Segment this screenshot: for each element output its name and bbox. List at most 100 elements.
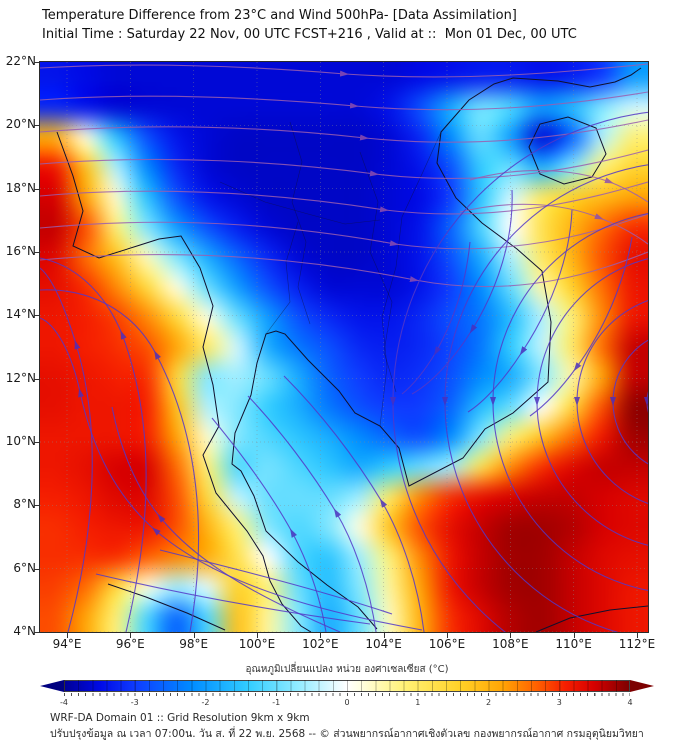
lat-tick-label: 10°N: [5, 433, 36, 448]
colorbar-tick-label: 1: [415, 698, 421, 707]
coastline-path: [359, 151, 397, 393]
streamline: [401, 241, 471, 395]
lat-tick-label: 16°N: [5, 243, 36, 258]
colorbar-segments: [64, 680, 630, 692]
streamline: [40, 63, 648, 78]
coastline-path: [265, 221, 299, 335]
lat-tick-mark: [34, 505, 39, 507]
lat-tick-mark: [34, 188, 39, 190]
lon-tick-mark: [383, 633, 385, 638]
streamline: [40, 289, 200, 632]
map-subtitle: Initial Time : Saturday 22 Nov, 00 UTC F…: [42, 27, 577, 42]
lat-tick-mark: [34, 441, 39, 443]
lat-tick-mark: [34, 568, 39, 570]
lat-tick-mark: [34, 125, 39, 127]
colorbar-right-arrow-icon: [630, 680, 654, 692]
streamline: [40, 91, 648, 111]
colorbar-tick-label: 2: [485, 698, 492, 707]
streamline: [40, 149, 648, 180]
lon-tick-label: 102°E: [302, 637, 339, 651]
lon-tick-mark: [510, 633, 512, 638]
lat-tick-label: 12°N: [5, 370, 36, 385]
lat-tick-label: 14°N: [5, 307, 36, 322]
lat-tick-label: 6°N: [13, 560, 36, 575]
streamline: [40, 119, 648, 143]
lon-tick-mark: [573, 633, 575, 638]
colorbar-tick-label: -1: [272, 698, 281, 707]
streamline: [469, 169, 648, 203]
lat-tick-label: 20°N: [5, 117, 36, 132]
coastline-path: [107, 583, 226, 631]
colorbar-left-arrow-icon: [40, 680, 64, 692]
streamline: [40, 213, 648, 250]
streamline: [211, 417, 327, 632]
lat-tick-mark: [34, 631, 39, 633]
lon-tick-label: 106°E: [428, 637, 466, 651]
lat-tick-label: 22°N: [5, 54, 36, 68]
map-title: Temperature Difference from 23°C and Win…: [42, 8, 517, 23]
lon-tick-mark: [256, 633, 258, 638]
lon-tick-mark: [320, 633, 322, 638]
graticule-gridlines: [40, 62, 648, 632]
colorbar-row: [40, 680, 654, 692]
footer-line-2: ปรับปรุงข้อมูล ณ เวลา 07:00น. วัน ส. ที่…: [50, 728, 644, 740]
map-overlay-svg: [40, 62, 648, 632]
lon-tick-mark: [193, 633, 195, 638]
lat-tick-mark: [34, 251, 39, 253]
colorbar-tick-label: 0: [344, 698, 350, 707]
colorbar-gradient: [64, 680, 630, 692]
lon-tick-mark: [67, 633, 68, 638]
streamline: [40, 317, 423, 631]
streamline: [442, 164, 648, 632]
coastline-path: [289, 121, 311, 325]
streamline: [40, 181, 648, 215]
streamline: [390, 111, 648, 632]
lon-tick-label: 94°E: [52, 637, 82, 651]
streamline: [159, 549, 393, 615]
weather-map: [39, 61, 649, 633]
colorbar-tick-label: -2: [201, 698, 210, 707]
lon-tick-label: 104°E: [365, 637, 402, 651]
lat-tick-label: 18°N: [5, 180, 36, 195]
streamline: [459, 203, 648, 245]
lon-tick-mark: [446, 633, 448, 638]
lon-tick-label: 100°E: [238, 637, 276, 651]
footer-line-1: WRF-DA Domain 01 :: Grid Resolution 9km …: [50, 712, 310, 724]
title-block: Temperature Difference from 23°C and Win…: [42, 6, 577, 44]
lon-tick-label: 96°E: [115, 637, 145, 651]
coastline-path: [535, 605, 648, 632]
colorbar-tick-label: -3: [130, 698, 139, 707]
streamline: [40, 257, 147, 632]
coastline-path: [219, 181, 381, 225]
colorbar-minor-ticks: [64, 693, 630, 696]
lon-tick-label: 98°E: [179, 637, 209, 651]
streamline: [411, 189, 513, 395]
lon-tick-label: 112°E: [618, 637, 656, 651]
streamline: [610, 339, 648, 477]
footer: WRF-DA Domain 01 :: Grid Resolution 9km …: [50, 710, 644, 742]
lat-tick-mark: [34, 315, 39, 317]
streamline: [111, 406, 341, 632]
lon-tick-label: 110°E: [555, 637, 592, 651]
colorbar: อุณหภูมิเปลี่ยนแปลง หน่วย องศาเซลเซียส (…: [40, 662, 654, 714]
colorbar-tick-label: 4: [627, 698, 633, 707]
streamline: [644, 391, 648, 443]
streamline: [95, 573, 371, 625]
streamline: [283, 375, 425, 632]
lat-tick-mark: [34, 62, 39, 63]
lon-tick-mark: [130, 633, 132, 638]
streamline: [40, 251, 648, 288]
lat-tick-mark: [34, 378, 39, 380]
lon-tick-mark: [636, 633, 638, 638]
lat-tick-label: 8°N: [13, 497, 36, 512]
coastline-path: [379, 131, 442, 427]
colorbar-label: อุณหภูมิเปลี่ยนแปลง หน่วย องศาเซลเซียส (…: [245, 664, 449, 675]
lon-tick-label: 108°E: [492, 637, 529, 651]
coastline-path: [56, 131, 312, 632]
wind-streamlines: [40, 63, 648, 632]
lat-tick-label: 4°N: [13, 623, 36, 638]
streamline: [247, 395, 377, 632]
colorbar-tick-label: -4: [60, 698, 68, 707]
colorbar-tick-label: 3: [556, 698, 562, 707]
